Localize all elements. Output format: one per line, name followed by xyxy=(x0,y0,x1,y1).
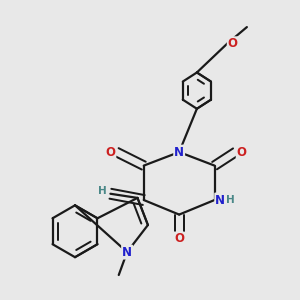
Text: H: H xyxy=(98,186,107,196)
Text: O: O xyxy=(105,146,116,159)
Text: N: N xyxy=(122,246,132,259)
Text: O: O xyxy=(174,232,184,245)
Text: N: N xyxy=(174,146,184,159)
Text: O: O xyxy=(237,146,247,159)
Text: N: N xyxy=(215,194,225,206)
Text: O: O xyxy=(228,37,238,50)
Text: H: H xyxy=(226,195,235,205)
